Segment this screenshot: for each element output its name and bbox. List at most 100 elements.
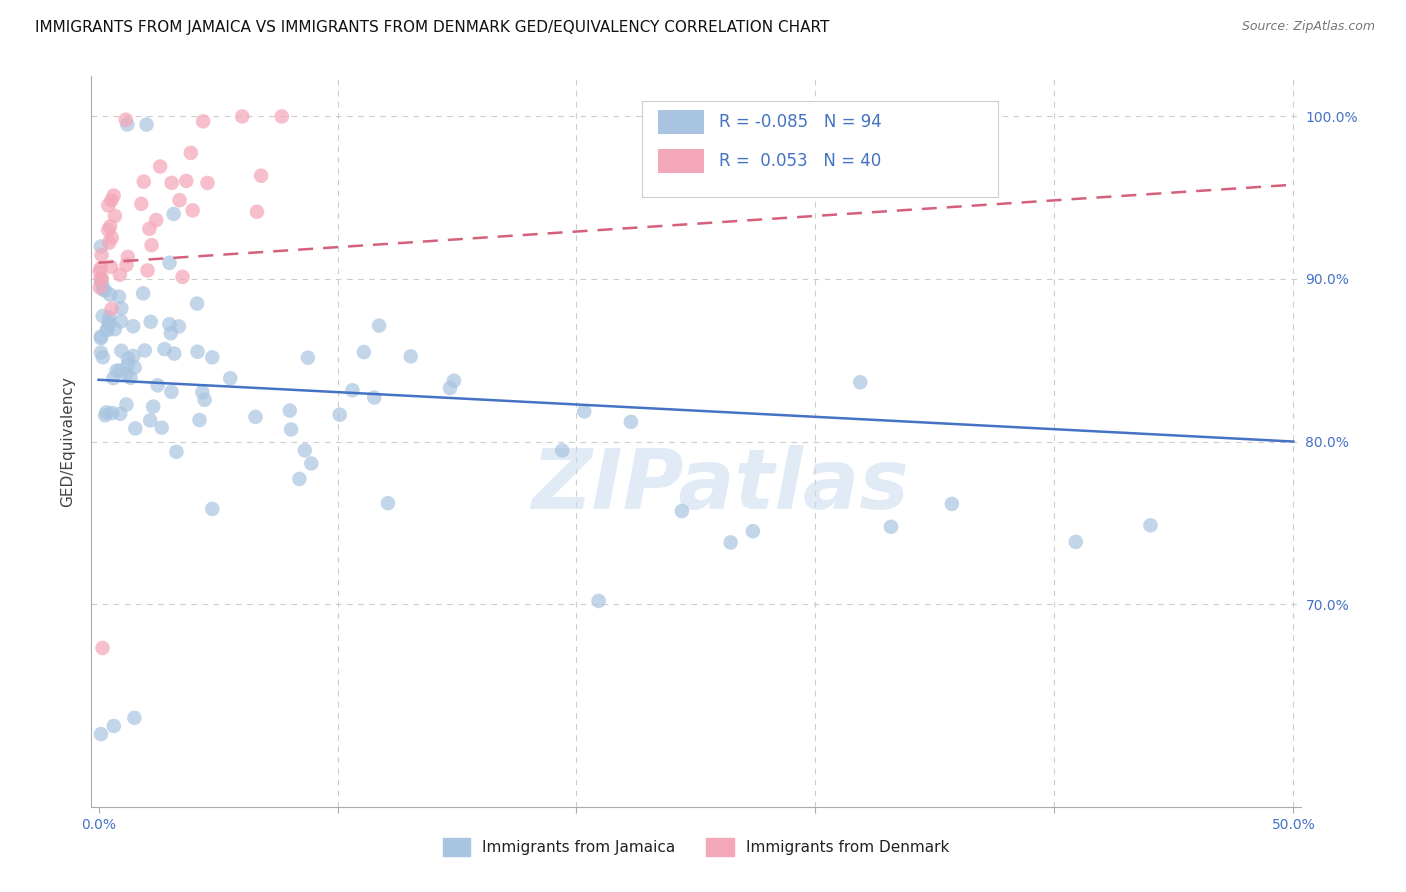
Point <box>132 175 155 189</box>
FancyBboxPatch shape <box>641 102 998 196</box>
Point <box>98 310 121 325</box>
Point <box>108 363 131 377</box>
Point <box>169 193 191 207</box>
Point <box>159 256 181 270</box>
Point <box>104 322 127 336</box>
Point <box>98 219 121 234</box>
Point <box>160 176 183 190</box>
Point <box>90 271 112 285</box>
Point <box>96 405 118 419</box>
Point <box>194 392 217 407</box>
Text: Source: ZipAtlas.com: Source: ZipAtlas.com <box>1241 20 1375 33</box>
Point <box>90 345 112 359</box>
Point <box>117 118 139 132</box>
Point <box>90 261 112 276</box>
Point <box>100 301 122 316</box>
Bar <box>658 149 704 173</box>
Point <box>174 174 197 188</box>
Point <box>91 277 114 291</box>
Point <box>149 160 172 174</box>
Point <box>101 406 124 420</box>
Point <box>89 264 111 278</box>
Point <box>1139 518 1161 533</box>
Point <box>201 351 224 365</box>
Bar <box>658 111 704 134</box>
Point <box>368 318 391 333</box>
Point <box>97 316 120 330</box>
Point <box>90 239 112 253</box>
Point <box>124 421 146 435</box>
Point <box>90 331 112 345</box>
Point <box>163 207 186 221</box>
Point <box>120 371 142 385</box>
Point <box>115 397 138 411</box>
Point <box>146 378 169 392</box>
Point <box>90 274 112 288</box>
Point <box>98 287 121 301</box>
Point <box>941 497 963 511</box>
Point <box>138 221 160 235</box>
Point <box>588 594 610 608</box>
Point <box>103 188 125 202</box>
Point <box>114 112 136 127</box>
Point <box>115 258 138 272</box>
Point <box>163 346 186 360</box>
Point <box>108 407 131 421</box>
Text: R =  0.053   N = 40: R = 0.053 N = 40 <box>718 153 882 170</box>
Point <box>363 391 385 405</box>
Point <box>134 343 156 358</box>
Y-axis label: GED/Equivalency: GED/Equivalency <box>60 376 76 507</box>
Point <box>115 367 138 381</box>
Point <box>124 711 146 725</box>
Point <box>122 319 145 334</box>
Point <box>142 400 165 414</box>
Point <box>124 360 146 375</box>
Point <box>91 282 114 296</box>
Point <box>100 260 122 274</box>
Point <box>90 727 112 741</box>
Point <box>91 351 114 365</box>
Point <box>172 269 194 284</box>
Point <box>98 235 121 250</box>
Point <box>180 145 202 160</box>
Point <box>250 169 273 183</box>
Point <box>741 524 763 539</box>
Point <box>186 344 208 359</box>
Point <box>294 443 316 458</box>
Point <box>299 457 322 471</box>
Point <box>181 203 204 218</box>
Point <box>377 496 399 510</box>
Point <box>245 409 267 424</box>
Point <box>157 317 180 331</box>
Point <box>145 213 167 227</box>
Point <box>139 413 162 427</box>
Point <box>439 381 461 395</box>
Point <box>90 271 112 285</box>
Point <box>110 314 132 328</box>
Point <box>159 326 181 341</box>
Point <box>122 349 145 363</box>
Point <box>139 315 162 329</box>
Point <box>231 110 253 124</box>
Point <box>188 413 211 427</box>
Point <box>443 374 465 388</box>
Point <box>219 371 242 385</box>
Point <box>89 280 111 294</box>
Text: R = -0.085   N = 94: R = -0.085 N = 94 <box>718 113 882 131</box>
Text: IMMIGRANTS FROM JAMAICA VS IMMIGRANTS FROM DENMARK GED/EQUIVALENCY CORRELATION C: IMMIGRANTS FROM JAMAICA VS IMMIGRANTS FR… <box>35 20 830 35</box>
Point <box>288 472 311 486</box>
Point <box>94 409 117 423</box>
Point <box>96 322 118 336</box>
Point <box>720 535 742 549</box>
Point <box>110 301 132 316</box>
Point <box>132 286 155 301</box>
Point <box>191 385 214 400</box>
Point <box>297 351 319 365</box>
Point <box>353 345 375 359</box>
Point <box>329 408 352 422</box>
Point <box>280 422 302 436</box>
Point <box>135 118 157 132</box>
Point <box>117 351 139 366</box>
Point <box>880 520 903 534</box>
Point <box>108 268 131 282</box>
